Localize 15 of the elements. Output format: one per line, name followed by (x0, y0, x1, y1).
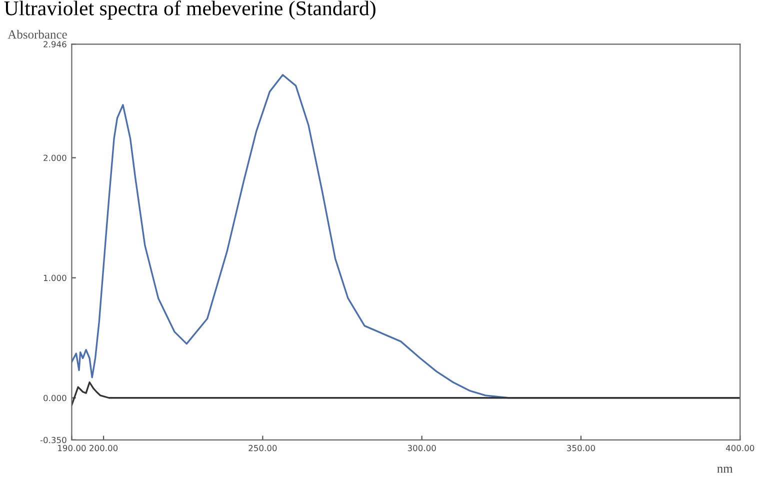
y-tick-label: 1.000 (44, 274, 66, 282)
x-tick-label: 200.00 (90, 444, 118, 452)
y-tick-label: 2.000 (44, 154, 66, 162)
x-axis-title: nm (717, 466, 733, 473)
x-tick-label: 400.00 (726, 444, 754, 452)
x-tick-label: 300.00 (408, 444, 436, 452)
y-axis-title: Absorbance (8, 30, 67, 39)
y-tick-label: -0.350 (40, 436, 66, 444)
x-tick-label: 250.00 (248, 444, 277, 452)
x-tick-label: 190.00 (58, 444, 86, 452)
chart-title: Ultraviolet spectra of mebeverine (Standard) (4, 0, 376, 20)
line-series (72, 381, 740, 406)
x-tick-label: 350.00 (567, 444, 595, 452)
y-tick-label: 2.946 (44, 41, 66, 48)
y-tick-label: 0.000 (44, 394, 66, 402)
